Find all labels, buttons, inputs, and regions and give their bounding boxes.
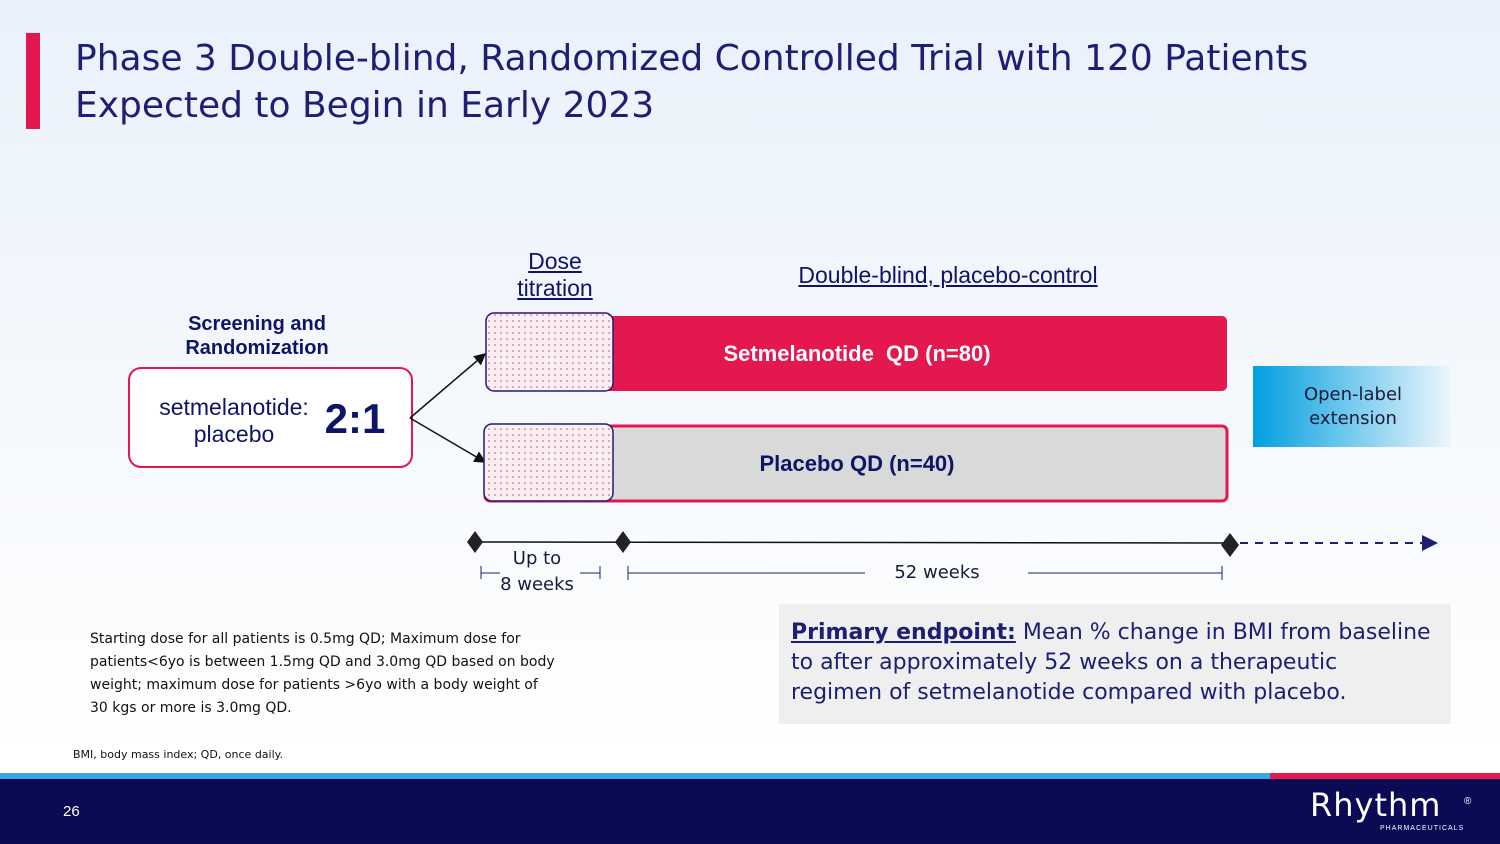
- ratio-label: placebo: [193, 421, 275, 447]
- endpoint-text: to after approximately 52 weeks on a the…: [791, 650, 1338, 675]
- extension-label: extension: [1309, 408, 1397, 429]
- milestone: [467, 531, 483, 553]
- footnote: Starting dose for all patients is 0.5mg …: [90, 628, 555, 720]
- timeline: [474, 541, 1231, 544]
- endpoint-box: [779, 604, 1451, 724]
- screening-label: Randomization: [185, 337, 329, 359]
- endpoint-text: regimen of setmelanotide compared with p…: [791, 680, 1347, 705]
- title: Expected to Begin in Early 2023: [75, 85, 655, 126]
- arrow: [409, 417, 487, 463]
- ratio-label: setmelanotide:: [159, 394, 309, 420]
- arm-label: Placebo QD (n=40): [759, 451, 955, 476]
- footnote-line: 30 kgs or more is 3.0mg QD.: [90, 700, 292, 716]
- period-label: 8 weeks: [500, 574, 574, 595]
- period-label: Up to: [512, 548, 562, 569]
- logo-mark: ®: [1464, 796, 1472, 807]
- arm-label: Setmelanotide QD (n=80): [723, 341, 991, 366]
- phase-label: Double-blind, placebo-control: [798, 262, 1098, 288]
- period-label: 52 weeks: [894, 562, 980, 583]
- phase-label: Dose: [528, 248, 582, 274]
- footer-bar: [0, 779, 1500, 844]
- footer-stripe: [1270, 773, 1500, 779]
- abbreviations: BMI, body mass index; QD, once daily.: [73, 748, 284, 761]
- footnote-line: Starting dose for all patients is 0.5mg …: [90, 631, 521, 647]
- endpoint: Primary endpoint: Mean % change in BMI f…: [791, 618, 1431, 708]
- titration-box: [483, 423, 614, 502]
- milestone: [1221, 533, 1239, 557]
- title: Phase 3 Double-blind, Randomized Control…: [75, 38, 1309, 79]
- phase-label: titration: [517, 275, 593, 301]
- milestone: [615, 531, 631, 553]
- footnote-line: weight; maximum dose for patients >6yo w…: [90, 677, 538, 693]
- extension-box: [1253, 366, 1451, 447]
- active-arm-bar: [487, 316, 1227, 391]
- arrow: [409, 353, 487, 419]
- ratio-box: [128, 367, 413, 468]
- endpoint-text: Mean % change in BMI from baseline: [1015, 620, 1431, 645]
- footnote-line: patients<6yo is between 1.5mg QD and 3.0…: [90, 654, 555, 670]
- period-brackets: [480, 566, 1223, 580]
- page-number: 26: [63, 803, 80, 820]
- titration-box: [485, 312, 614, 392]
- ratio: 2:1: [324, 395, 386, 442]
- logo: Rhythm: [1310, 786, 1442, 824]
- logo-sub: PHARMACEUTICALS: [1380, 825, 1465, 832]
- screening-label: Screening and: [188, 313, 326, 335]
- title-accent: [26, 33, 40, 129]
- endpoint-label: Primary endpoint:: [791, 620, 1016, 645]
- extension-label: Open-label: [1303, 384, 1403, 405]
- footer-stripe: [0, 773, 1270, 779]
